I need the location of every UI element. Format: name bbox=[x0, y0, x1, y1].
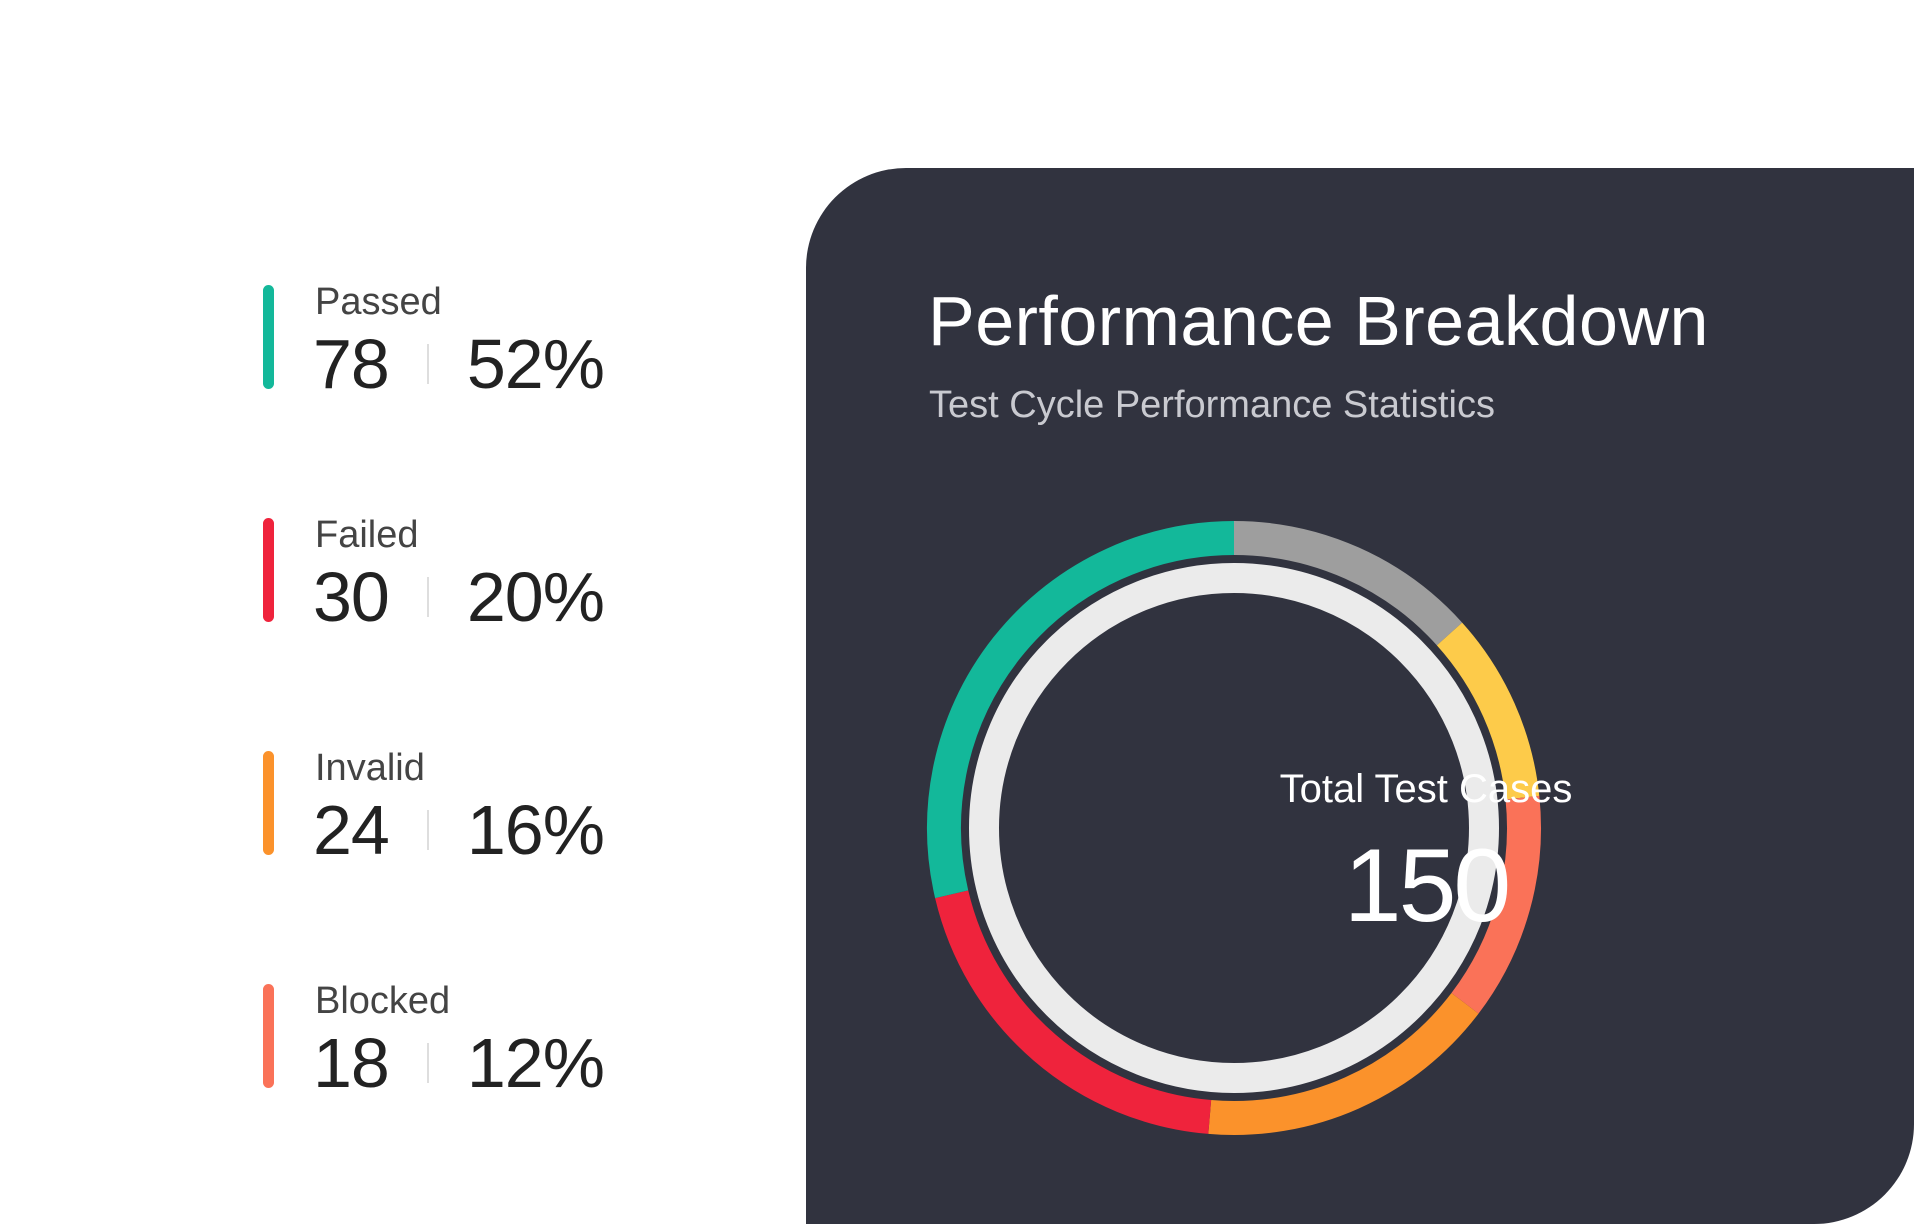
stat-count: 30 bbox=[313, 558, 390, 636]
stat-values: 24 16% bbox=[313, 791, 605, 869]
stat-percent: 52% bbox=[466, 325, 605, 403]
donut-chart bbox=[927, 521, 1541, 1135]
stat-divider bbox=[426, 810, 429, 850]
stat-label: Failed bbox=[315, 514, 419, 556]
stat-label: Blocked bbox=[315, 980, 451, 1022]
stat-percent: 16% bbox=[466, 791, 605, 869]
donut-slice-failed bbox=[935, 890, 1212, 1134]
inner-ring bbox=[969, 563, 1499, 1093]
stat-label: Passed bbox=[315, 281, 442, 323]
card-subtitle: Test Cycle Performance Statistics bbox=[929, 384, 1495, 426]
donut-center-value: 150 bbox=[1343, 828, 1512, 944]
failed-color-bar bbox=[263, 518, 274, 622]
stat-percent: 12% bbox=[466, 1024, 605, 1102]
stat-divider bbox=[426, 344, 429, 384]
card-title: Performance Breakdown bbox=[928, 282, 1709, 360]
donut-center-label: Total Test Cases bbox=[1279, 767, 1573, 811]
donut-slice-unlabeled-0 bbox=[1233, 521, 1463, 646]
passed-color-bar bbox=[263, 285, 274, 389]
stat-divider bbox=[426, 577, 429, 617]
stat-count: 78 bbox=[313, 325, 390, 403]
stat-count: 18 bbox=[313, 1024, 390, 1102]
stat-count: 24 bbox=[313, 791, 390, 869]
blocked-color-bar bbox=[263, 984, 274, 1088]
donut-slice-unlabeled-1 bbox=[1436, 622, 1540, 800]
stat-percent: 20% bbox=[466, 558, 605, 636]
donut-slice-blocked bbox=[1451, 795, 1541, 1014]
donut-slice-passed bbox=[927, 521, 1235, 899]
performance-card: Performance Breakdown Test Cycle Perform… bbox=[806, 168, 1914, 1224]
donut-slice-invalid bbox=[1208, 992, 1479, 1135]
donut-slices bbox=[927, 521, 1541, 1135]
stat-divider bbox=[426, 1043, 429, 1083]
invalid-color-bar bbox=[263, 751, 274, 855]
stat-label: Invalid bbox=[315, 747, 425, 789]
stat-values: 78 52% bbox=[313, 325, 605, 403]
stat-values: 18 12% bbox=[313, 1024, 605, 1102]
stat-values: 30 20% bbox=[313, 558, 605, 636]
